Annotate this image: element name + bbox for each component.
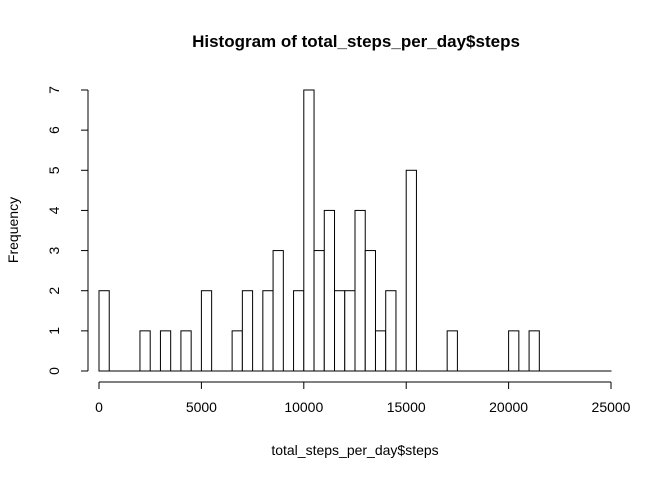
- x-tick-label: 15000: [387, 399, 426, 415]
- histogram-bar: [385, 290, 397, 372]
- histogram-bar: [159, 330, 172, 372]
- x-tick-label: 0: [95, 399, 103, 415]
- x-axis: 0 5000 10000 15000 20000 25000: [95, 381, 631, 415]
- histogram-bar: [446, 330, 458, 372]
- histogram-bar: [323, 209, 336, 372]
- histogram-bar: [405, 169, 417, 372]
- y-tick-label: 1: [46, 327, 62, 335]
- y-tick-label: 2: [46, 287, 62, 295]
- bars-group: [98, 89, 612, 372]
- histogram-bar: [528, 330, 540, 372]
- histogram-bar: [180, 330, 192, 372]
- chart-title: Histogram of total_steps_per_day$steps: [192, 32, 520, 51]
- histogram-bar: [98, 290, 110, 372]
- y-tick-label: 4: [46, 206, 62, 214]
- y-axis-label: Frequency: [5, 197, 21, 263]
- x-tick-label: 10000: [284, 399, 323, 415]
- histogram-bar: [272, 250, 284, 372]
- histogram-bar: [508, 330, 520, 372]
- histogram-bar: [364, 250, 376, 372]
- x-tick-label: 5000: [186, 399, 217, 415]
- x-tick-label: 20000: [489, 399, 528, 415]
- y-tick-label: 7: [46, 86, 62, 94]
- histogram-bar: [313, 250, 325, 372]
- histogram-bar: [139, 330, 151, 372]
- x-tick-label: 25000: [592, 399, 631, 415]
- y-tick-label: 0: [46, 367, 62, 375]
- y-tick-label: 3: [46, 246, 62, 254]
- histogram-bar: [241, 290, 254, 372]
- histogram-bar: [354, 209, 366, 372]
- histogram-bar: [200, 290, 213, 372]
- histogram-bar: [344, 290, 356, 372]
- histogram-bar: [303, 89, 315, 372]
- histogram-bar: [231, 330, 243, 372]
- y-axis: 0 1 2 3 4 5 6 7: [46, 86, 89, 375]
- histogram-bar: [334, 290, 346, 372]
- histogram-bar: [374, 330, 387, 372]
- x-axis-label: total_steps_per_day$steps: [271, 442, 438, 458]
- y-tick-label: 5: [46, 166, 62, 174]
- histogram-bar: [262, 290, 274, 372]
- y-tick-label: 6: [46, 126, 62, 134]
- histogram-bar: [293, 290, 305, 372]
